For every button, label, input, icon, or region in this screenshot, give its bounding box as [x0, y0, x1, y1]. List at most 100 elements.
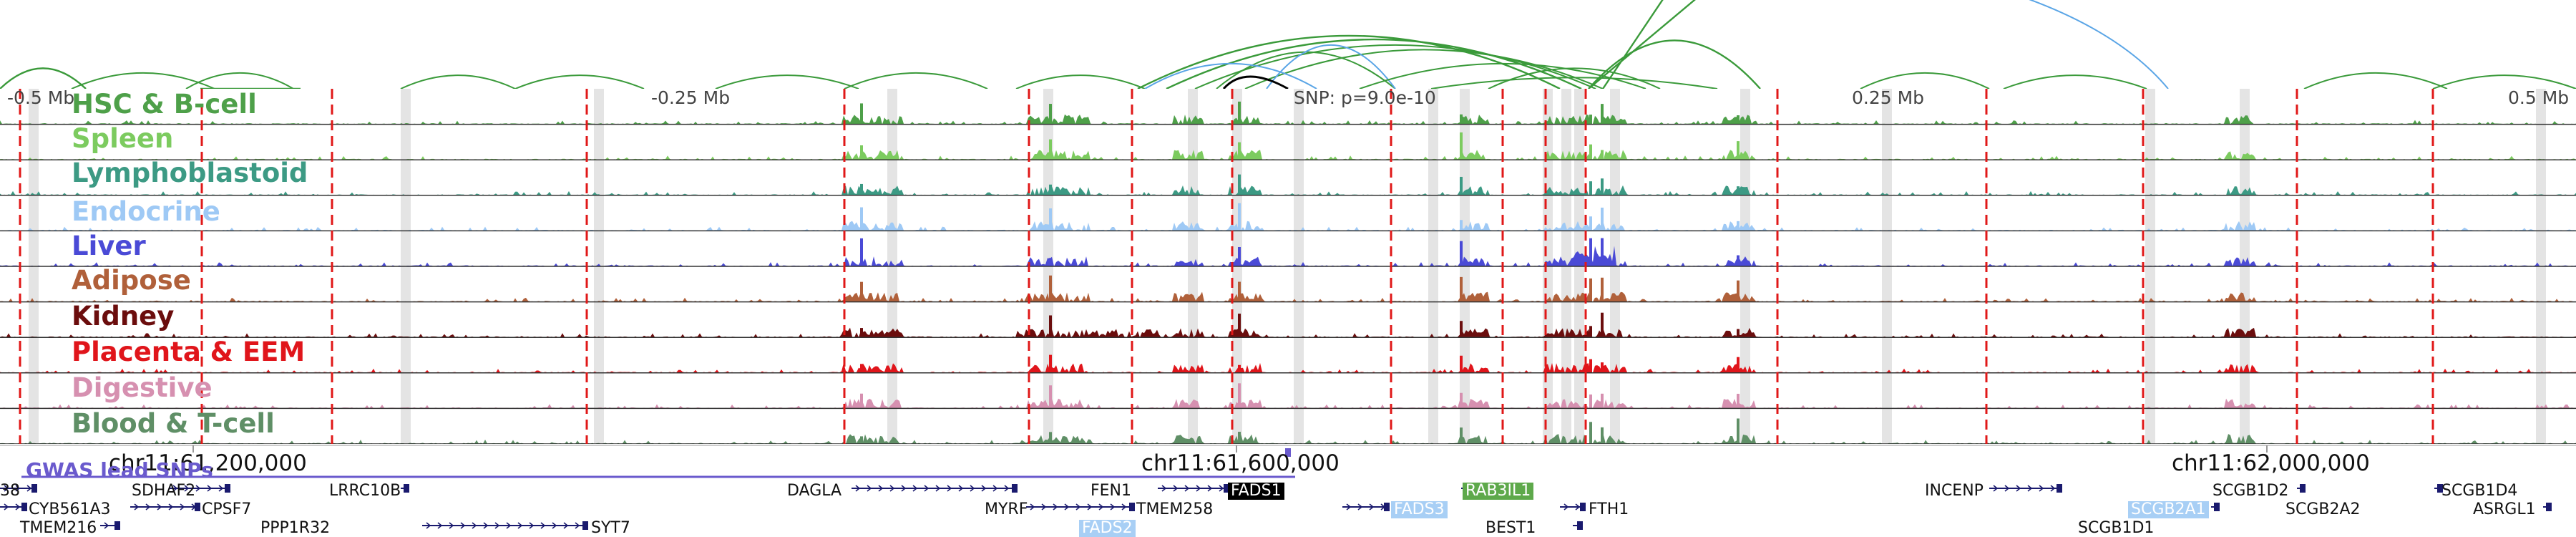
gene-label-syt7[interactable]: SYT7: [591, 519, 630, 537]
arc-23: [1430, 77, 1718, 89]
gene-label-cyb561a3[interactable]: CYB561A3: [29, 500, 111, 518]
track-label-adipose: Adipose: [72, 265, 191, 296]
gene-body-13: [1573, 521, 1583, 530]
gene-label-fth1[interactable]: FTH1: [1589, 500, 1629, 518]
coordinate-axis: [0, 445, 2576, 478]
gene-body-12: [1560, 503, 1586, 511]
gene-annotation-track: [0, 484, 2552, 530]
gene-body-10: [1342, 503, 1390, 511]
arc-long-1: [1588, 0, 1696, 89]
gene-label-incenp[interactable]: INCENP: [1925, 482, 1984, 500]
gene-label-fads3[interactable]: FADS3: [1391, 501, 1448, 518]
gene-label-tmem258[interactable]: TMEM258: [1136, 500, 1214, 518]
arc-2: [185, 72, 294, 89]
gene-label-asrgl1[interactable]: ASRGL1: [2473, 500, 2536, 518]
gene-body-8: [1158, 484, 1229, 493]
gene-body-6: [422, 521, 588, 530]
gwas-lead-snp-marker: [1285, 448, 1291, 457]
arc-7: [844, 72, 988, 89]
gene-body-16: [2434, 484, 2443, 493]
coordinate-label-61200000: chr11:61,200,000: [109, 450, 307, 476]
coordinate-label-62000000: chr11:62,000,000: [2172, 450, 2370, 476]
arc-16: [1359, 62, 1646, 89]
gene-body-14: [1989, 484, 2062, 493]
gene-body-9: [1026, 503, 1135, 511]
lead-snp-pvalue: SNP: p=9.0e-10: [1294, 87, 1436, 108]
track-signal-8: [0, 383, 2576, 409]
chromatin-loop-arcs: [0, 0, 2576, 89]
coordinate-label-61600000: chr11:61,600,000: [1141, 450, 1340, 476]
track-signal-7: [0, 354, 2576, 373]
distance-marker-left-0-5mb: -0.5 Mb: [7, 87, 75, 108]
gene-label-myrf[interactable]: MYRF: [985, 500, 1028, 518]
arc-22: [2432, 74, 2576, 89]
arc-lead: [1222, 75, 1289, 89]
gene-label-fads1[interactable]: FADS1: [1228, 483, 1284, 500]
arc-0: [0, 67, 87, 89]
track-label-lymphoblastoid: Lymphoblastoid: [72, 158, 308, 188]
gwas-lead-snps-label: GWAS lead SNPs: [26, 458, 213, 482]
gene-label-scgb1d2[interactable]: SCGB1D2: [2212, 482, 2289, 500]
gene-label-ppp1r32[interactable]: PPP1R32: [260, 519, 331, 537]
gene-body-1: [169, 484, 230, 493]
arc-14: [1144, 63, 1317, 89]
arc-5: [514, 74, 645, 89]
gene-label-scgb1d1[interactable]: SCGB1D1: [2078, 519, 2155, 537]
track-label-kidney: Kidney: [72, 301, 175, 332]
gene-body-15: [2297, 484, 2306, 493]
track-signal-6: [0, 312, 2576, 338]
gene-label-scgb1d4[interactable]: SCGB1D4: [2441, 482, 2518, 500]
arc-6: [715, 74, 859, 89]
track-label-digestive: Digestive: [72, 372, 213, 403]
track-signal-0: [0, 101, 2576, 125]
arc-8: [1015, 74, 1146, 89]
gene-body-3: [0, 503, 27, 511]
gene-label-scgb2a1[interactable]: SCGB2A1: [2128, 501, 2209, 518]
track-signal-9: [0, 418, 2576, 444]
arc-19: [1860, 72, 1990, 89]
arc-20: [2003, 74, 2147, 89]
track-signal-3: [0, 203, 2576, 231]
gene-body-7: [852, 484, 1018, 493]
track-signal-5: [0, 275, 2576, 302]
gene-body-2: [401, 484, 409, 493]
track-label-blood-t-cell: Blood & T-cell: [72, 408, 275, 439]
gene-label-sdhaf2[interactable]: SDHAF2: [132, 482, 196, 500]
track-signal-2: [0, 174, 2576, 195]
track-signal-1: [0, 132, 2576, 160]
gene-label-dagla[interactable]: DAGLA: [787, 482, 842, 500]
track-label-liver: Liver: [72, 231, 146, 261]
arc-1: [71, 72, 215, 89]
arc-10: [1166, 39, 1582, 89]
gene-body-0: [0, 484, 37, 493]
signal-tracks: [0, 89, 2576, 444]
track-label-spleen: Spleen: [72, 123, 174, 154]
track-signal-4: [0, 238, 2576, 266]
distance-marker-right-0-25mb: 0.25 Mb: [1852, 87, 1925, 108]
gene-body-4: [130, 503, 200, 511]
gene-label-lrrc10b[interactable]: LRRC10B: [329, 482, 401, 500]
track-label-hsc-b-cell: HSC & B-cell: [72, 89, 257, 120]
gene-label-fen1[interactable]: FEN1: [1091, 482, 1132, 500]
gene-label-scgb2a2[interactable]: SCGB2A2: [2285, 500, 2361, 518]
gene-body-17: [2211, 503, 2220, 511]
arc-21: [2303, 72, 2448, 89]
gene-label-38[interactable]: 38: [0, 482, 20, 500]
track-label-placenta-eem: Placenta & EEM: [72, 337, 306, 367]
distance-marker-right-0-5mb: 0.5 Mb: [2508, 87, 2570, 108]
gene-label-best1[interactable]: BEST1: [1485, 519, 1536, 537]
gene-label-rab3il1[interactable]: RAB3IL1: [1463, 483, 1534, 500]
arc-long-blue: [2029, 0, 2169, 89]
gene-label-tmem216[interactable]: TMEM216: [20, 519, 97, 537]
arc-long-2: [1602, 0, 1664, 89]
distance-marker-left-0-25mb: -0.25 Mb: [651, 87, 731, 108]
gene-label-fads2[interactable]: FADS2: [1079, 520, 1136, 537]
arc-4: [400, 74, 516, 89]
gene-label-cpsf7[interactable]: CPSF7: [202, 500, 252, 518]
arc-18: [1588, 39, 1761, 89]
arc-15: [1266, 44, 1396, 89]
arc-11: [1194, 44, 1596, 89]
track-label-endocrine: Endocrine: [72, 196, 220, 227]
gene-body-18: [2543, 503, 2552, 511]
